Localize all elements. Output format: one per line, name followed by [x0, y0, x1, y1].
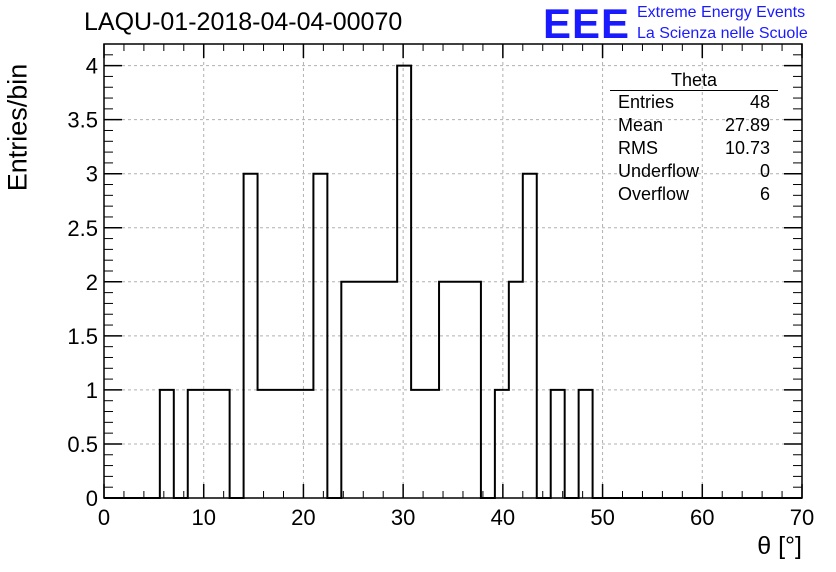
y-tick-label: 1	[86, 378, 98, 403]
histogram-bin	[355, 282, 369, 498]
stats-value: 0	[759, 161, 770, 181]
stats-row-underflow: Underflow 0	[610, 160, 778, 183]
y-tick-label: 3.5	[67, 108, 98, 133]
histogram-bin	[383, 282, 397, 498]
histogram-bin	[299, 390, 313, 498]
x-axis-label: θ [°]	[757, 532, 802, 560]
stats-value: 6	[759, 184, 770, 204]
eee-logo: EEE	[543, 0, 631, 47]
logo-text-line1: Extreme Energy Events	[637, 4, 806, 21]
x-tick-label: 60	[690, 505, 714, 530]
axis-ticks	[103, 43, 803, 499]
x-tick-label: 20	[291, 505, 315, 530]
y-tick-label: 1.5	[67, 324, 98, 349]
histogram-bin	[188, 390, 202, 498]
x-tick-label: 70	[790, 505, 814, 530]
histogram-bin	[397, 66, 411, 498]
y-tick-label: 3	[86, 162, 98, 187]
stats-row-entries: Entries 48	[610, 91, 778, 114]
stats-label: RMS	[618, 138, 658, 158]
logo-text-line2: La Scienza nelle Scuole	[637, 25, 808, 42]
histogram-bin	[160, 390, 174, 498]
histogram-bin	[439, 282, 453, 498]
histogram-bin	[258, 390, 272, 498]
stats-label: Entries	[618, 92, 675, 112]
histogram-bin	[272, 390, 286, 498]
x-tick-label: 0	[98, 505, 110, 530]
y-tick-label: 2	[86, 270, 98, 295]
y-tick-label: 2.5	[67, 216, 98, 241]
y-tick-label: 4	[86, 54, 98, 79]
histogram-bin	[467, 282, 481, 498]
stats-label: Underflow	[618, 161, 700, 181]
stats-row-overflow: Overflow 6	[610, 183, 778, 206]
histogram-bin	[285, 390, 299, 498]
x-tick-label: 40	[491, 505, 515, 530]
histogram-bin	[551, 390, 565, 498]
y-tick-label: 0.5	[67, 432, 98, 457]
histogram-bin	[453, 282, 467, 498]
stats-row-rms: RMS 10.73	[610, 137, 778, 160]
histogram-bin	[523, 174, 537, 498]
chart-title: LAQU-01-2018-04-04-00070	[84, 8, 403, 36]
histogram-bin	[495, 390, 509, 498]
stats-label: Overflow	[618, 184, 690, 204]
histogram-bin	[411, 390, 425, 498]
histogram-bin	[202, 390, 216, 498]
histogram-bin	[509, 282, 523, 498]
histogram-bin	[216, 390, 230, 498]
histogram-bin	[341, 282, 355, 498]
histogram-bin	[244, 174, 258, 498]
histogram-bin	[313, 174, 327, 498]
x-tick-label: 30	[391, 505, 415, 530]
x-tick-label: 10	[191, 505, 215, 530]
stats-value: 48	[749, 92, 770, 112]
histogram-bin	[579, 390, 593, 498]
histogram-bin	[369, 282, 383, 498]
x-tick-label: 50	[590, 505, 614, 530]
stats-row-mean: Mean 27.89	[610, 114, 778, 137]
histogram-bin	[425, 390, 439, 498]
stats-value: 27.89	[724, 115, 770, 135]
y-tick-label: 0	[86, 486, 98, 511]
y-axis-label: Entries/bin	[2, 63, 33, 192]
stats-box: Theta Entries 48 Mean 27.89 RMS 10.73 Un…	[610, 70, 778, 206]
stats-value: 10.73	[724, 138, 770, 158]
stats-title: Theta	[610, 70, 778, 91]
stats-label: Mean	[618, 115, 664, 135]
